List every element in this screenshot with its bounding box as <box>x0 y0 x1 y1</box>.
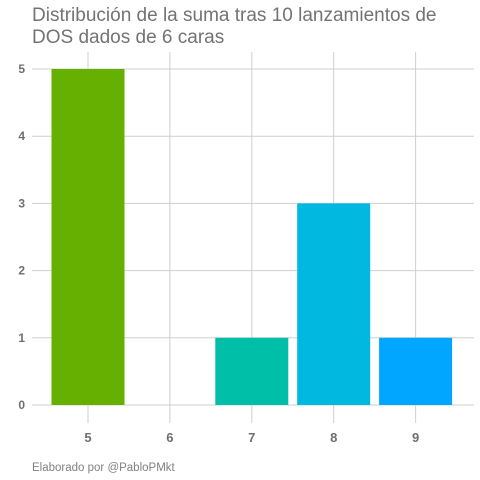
y-tick-label: 0 <box>18 398 25 412</box>
x-axis-ticks: 5 6 7 8 9 <box>84 430 419 445</box>
bars <box>51 69 453 405</box>
y-axis-ticks: 0 1 2 3 4 5 <box>18 62 25 412</box>
y-tick-label: 4 <box>18 129 25 143</box>
x-tick-label: 9 <box>412 430 419 445</box>
chart-title: Distribución de la suma tras 10 lanzamie… <box>32 5 437 48</box>
y-tick-label: 5 <box>18 62 25 76</box>
y-tick-label: 2 <box>18 264 25 278</box>
x-tick-label: 7 <box>248 430 255 445</box>
y-tick-label: 3 <box>18 196 25 210</box>
bar-5 <box>51 69 125 405</box>
x-tick-label: 5 <box>84 430 91 445</box>
x-tick-label: 8 <box>330 430 337 445</box>
x-tick-label: 6 <box>166 430 173 445</box>
y-tick-label: 1 <box>18 331 25 345</box>
bar-7 <box>215 337 289 405</box>
bar-9 <box>379 337 453 405</box>
chart-caption: Elaborado por @PabloPMkt <box>32 462 175 474</box>
bar-8 <box>297 203 371 405</box>
